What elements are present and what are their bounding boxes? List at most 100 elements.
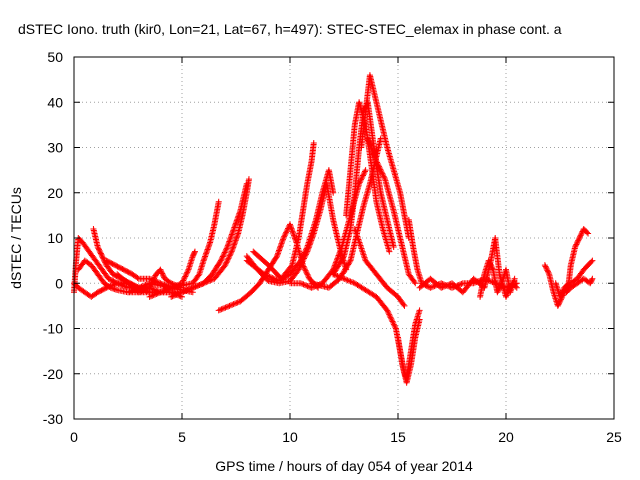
data-point-marker bbox=[200, 280, 207, 287]
data-point-marker bbox=[390, 244, 397, 251]
data-point-marker bbox=[577, 233, 584, 240]
data-point-marker bbox=[221, 249, 228, 256]
data-point-marker bbox=[164, 286, 171, 293]
data-point-marker bbox=[224, 258, 231, 265]
data-point-marker bbox=[486, 277, 493, 284]
data-point-marker bbox=[199, 280, 206, 287]
data-point-marker bbox=[183, 287, 190, 294]
data-point-marker bbox=[430, 283, 437, 290]
data-point-marker bbox=[457, 281, 464, 288]
data-point-marker bbox=[226, 252, 233, 259]
data-point-marker bbox=[180, 276, 187, 283]
x-tick-label: 10 bbox=[282, 429, 298, 445]
data-point-marker bbox=[154, 290, 161, 297]
data-point-marker bbox=[365, 138, 372, 145]
data-point-marker bbox=[192, 283, 199, 290]
data-point-marker bbox=[270, 275, 277, 282]
data-point-marker bbox=[338, 274, 345, 281]
data-point-marker bbox=[220, 252, 227, 259]
data-point-marker bbox=[208, 276, 215, 283]
data-point-marker bbox=[411, 278, 418, 285]
data-point-marker bbox=[357, 177, 364, 184]
data-point-marker bbox=[280, 235, 287, 241]
data-point-marker bbox=[379, 170, 386, 177]
data-point-marker bbox=[572, 244, 579, 251]
data-point-marker bbox=[302, 267, 309, 274]
data-point-marker bbox=[266, 273, 273, 280]
data-point-marker bbox=[374, 159, 381, 166]
data-point-marker bbox=[544, 267, 551, 274]
data-point-marker bbox=[95, 246, 102, 253]
data-point-marker bbox=[373, 158, 380, 165]
data-point-marker bbox=[158, 288, 165, 295]
data-point-marker bbox=[377, 166, 384, 173]
data-point-marker bbox=[298, 256, 305, 263]
data-point-marker bbox=[542, 263, 549, 270]
data-point-marker bbox=[380, 173, 387, 180]
data-point-marker bbox=[226, 254, 233, 261]
data-point-marker bbox=[98, 251, 105, 258]
series-23 bbox=[395, 316, 423, 386]
x-tick-label: 0 bbox=[70, 429, 78, 445]
data-point-marker bbox=[99, 254, 106, 261]
data-point-marker bbox=[233, 300, 240, 307]
data-point-marker bbox=[99, 253, 106, 260]
data-point-marker bbox=[223, 304, 230, 311]
x-tick-label: 15 bbox=[390, 429, 406, 445]
data-point-marker bbox=[378, 167, 385, 174]
data-point-marker bbox=[578, 231, 585, 238]
data-point-marker bbox=[503, 292, 510, 299]
data-point-marker bbox=[162, 287, 169, 294]
data-point-marker bbox=[303, 282, 310, 289]
data-point-marker bbox=[160, 288, 167, 295]
data-point-marker bbox=[127, 288, 134, 295]
data-point-marker bbox=[231, 300, 238, 307]
data-point-marker bbox=[390, 321, 397, 328]
data-point-marker bbox=[496, 284, 503, 291]
data-point-marker bbox=[203, 279, 210, 286]
data-point-marker bbox=[218, 256, 225, 263]
data-point-marker bbox=[498, 281, 505, 288]
data-point-marker bbox=[301, 249, 308, 256]
data-point-marker bbox=[388, 317, 395, 324]
data-point-marker bbox=[225, 255, 232, 262]
data-point-marker bbox=[299, 253, 306, 260]
data-point-marker bbox=[272, 276, 279, 283]
data-point-marker bbox=[181, 288, 188, 295]
data-point-marker bbox=[201, 279, 208, 286]
data-point-marker bbox=[166, 279, 173, 286]
data-point-marker bbox=[300, 281, 307, 288]
data-point-marker bbox=[170, 292, 177, 299]
data-point-marker bbox=[130, 287, 137, 294]
data-point-marker bbox=[228, 249, 235, 256]
data-point-marker bbox=[375, 162, 382, 169]
data-point-marker bbox=[572, 242, 579, 249]
data-point-marker bbox=[182, 273, 189, 280]
data-point-marker bbox=[224, 256, 231, 263]
data-point-marker bbox=[169, 293, 176, 300]
data-point-marker bbox=[588, 258, 595, 265]
y-tick-label: -30 bbox=[43, 411, 63, 427]
data-point-marker bbox=[281, 233, 288, 240]
data-point-marker bbox=[392, 324, 399, 331]
data-point-marker bbox=[335, 252, 342, 259]
data-point-marker bbox=[428, 284, 435, 291]
data-point-marker bbox=[310, 139, 317, 146]
data-point-marker bbox=[384, 307, 391, 314]
axis-ticks bbox=[73, 56, 615, 420]
series-29 bbox=[563, 275, 596, 296]
data-point-marker bbox=[427, 284, 434, 291]
series-21 bbox=[351, 225, 408, 309]
data-point-marker bbox=[187, 285, 194, 292]
data-point-marker bbox=[97, 249, 104, 256]
data-point-marker bbox=[195, 272, 202, 279]
data-point-marker bbox=[485, 257, 492, 264]
data-point-marker bbox=[486, 260, 493, 267]
data-point-marker bbox=[147, 293, 154, 300]
data-point-marker bbox=[161, 287, 168, 294]
data-point-marker bbox=[366, 139, 373, 146]
y-tick-label: 10 bbox=[47, 230, 63, 246]
data-point-marker bbox=[576, 235, 583, 241]
data-point-marker bbox=[269, 274, 276, 281]
data-point-marker bbox=[131, 286, 138, 293]
